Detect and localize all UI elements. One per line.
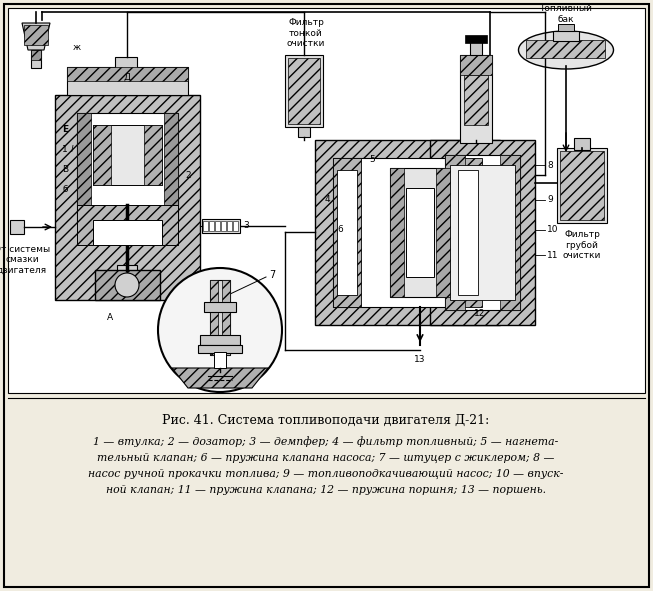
Text: 9: 9 — [547, 196, 552, 204]
Text: Д: Д — [123, 73, 131, 82]
Text: 11: 11 — [547, 251, 558, 259]
Bar — [77, 205, 178, 245]
Bar — [337, 170, 357, 295]
Bar — [298, 127, 310, 137]
Bar — [93, 125, 111, 185]
Bar — [315, 140, 500, 325]
Bar — [430, 140, 535, 325]
Bar — [198, 345, 242, 353]
Bar — [93, 125, 162, 185]
Bar — [210, 280, 218, 355]
Bar — [470, 41, 482, 55]
Polygon shape — [22, 23, 50, 50]
Text: тельный клапан; 6 — пружина клапана насоса; 7 — штуцер с жиклером; 8 —: тельный клапан; 6 — пружина клапана насо… — [97, 453, 554, 463]
Bar — [215, 221, 220, 231]
Text: б: б — [62, 186, 68, 194]
Bar — [117, 265, 137, 285]
Bar — [390, 168, 450, 297]
Bar — [458, 170, 478, 295]
Bar — [460, 55, 492, 75]
Text: Топливный
бак: Топливный бак — [539, 4, 592, 24]
Text: А: А — [107, 313, 113, 323]
Bar — [465, 35, 487, 43]
Text: 7: 7 — [269, 270, 275, 280]
Bar — [24, 25, 48, 45]
Bar — [95, 270, 160, 300]
Bar — [10, 220, 24, 234]
Bar — [333, 158, 482, 307]
Bar — [200, 335, 240, 345]
Bar — [202, 219, 240, 233]
Bar — [221, 221, 226, 231]
Circle shape — [115, 273, 139, 297]
Text: насос ручной прокачки топлива; 9 — топливоподкачивающий насос; 10 — впуск-: насос ручной прокачки топлива; 9 — топли… — [88, 469, 564, 479]
Text: 3: 3 — [243, 222, 249, 230]
Text: l: l — [71, 145, 73, 154]
Text: 5: 5 — [369, 155, 375, 164]
Bar — [67, 67, 188, 95]
Text: В: В — [62, 165, 68, 174]
Text: 8: 8 — [547, 161, 552, 170]
Bar — [445, 155, 520, 310]
Text: 10: 10 — [547, 226, 558, 235]
Bar — [164, 113, 178, 223]
Text: 4: 4 — [324, 196, 330, 204]
Text: 1 — втулка; 2 — дозатор; 3 — демпфер; 4 — фильтр топливный; 5 — нагнета-: 1 — втулка; 2 — дозатор; 3 — демпфер; 4 … — [93, 437, 558, 447]
Bar — [55, 95, 200, 300]
Bar — [31, 50, 41, 60]
Bar — [31, 50, 41, 68]
Ellipse shape — [518, 31, 614, 69]
Circle shape — [158, 268, 282, 392]
Bar — [285, 55, 323, 127]
Bar — [93, 220, 162, 245]
Text: ной клапан; 11 — пружина клапана; 12 — пружина поршня; 13 — поршень.: ной клапан; 11 — пружина клапана; 12 — п… — [106, 485, 546, 495]
Bar — [204, 302, 236, 312]
Text: 13: 13 — [414, 356, 426, 365]
Bar — [77, 113, 91, 223]
Bar — [67, 67, 188, 81]
Bar — [209, 221, 214, 231]
Text: 2: 2 — [185, 170, 191, 180]
Bar — [560, 151, 604, 220]
Text: От системы
смазки
двигателя: От системы смазки двигателя — [0, 245, 50, 275]
Bar — [203, 221, 208, 231]
Bar — [450, 165, 515, 300]
Bar — [144, 125, 162, 185]
Text: Фильтр
тонкой
очистки: Фильтр тонкой очистки — [287, 18, 325, 48]
Text: Фильтр
грубой
очистки: Фильтр грубой очистки — [563, 230, 601, 260]
Text: Е: Е — [62, 125, 68, 135]
Text: 6: 6 — [337, 226, 343, 235]
Bar — [233, 221, 238, 231]
Text: 12: 12 — [474, 309, 486, 317]
Bar — [460, 55, 492, 143]
Bar — [406, 188, 434, 277]
Text: 1: 1 — [62, 145, 68, 154]
Bar — [574, 138, 590, 150]
Text: Рис. 41. Система топливоподачи двигателя Д-21:: Рис. 41. Система топливоподачи двигателя… — [163, 414, 490, 427]
Bar — [464, 75, 488, 125]
Bar — [214, 352, 226, 368]
Bar — [8, 8, 645, 393]
Bar — [390, 168, 404, 297]
Bar — [500, 155, 520, 310]
Bar — [526, 40, 605, 58]
Text: ж: ж — [73, 43, 81, 51]
Bar — [115, 57, 137, 69]
Bar — [288, 58, 320, 124]
Bar — [77, 113, 178, 223]
Bar — [333, 158, 361, 307]
Bar — [436, 168, 450, 297]
Bar — [557, 148, 607, 223]
Bar — [558, 24, 574, 31]
Polygon shape — [172, 368, 268, 388]
Bar — [454, 158, 482, 307]
Bar — [227, 221, 232, 231]
Bar — [445, 155, 465, 310]
Bar — [222, 280, 230, 355]
Bar — [210, 280, 230, 355]
Bar — [553, 31, 579, 41]
